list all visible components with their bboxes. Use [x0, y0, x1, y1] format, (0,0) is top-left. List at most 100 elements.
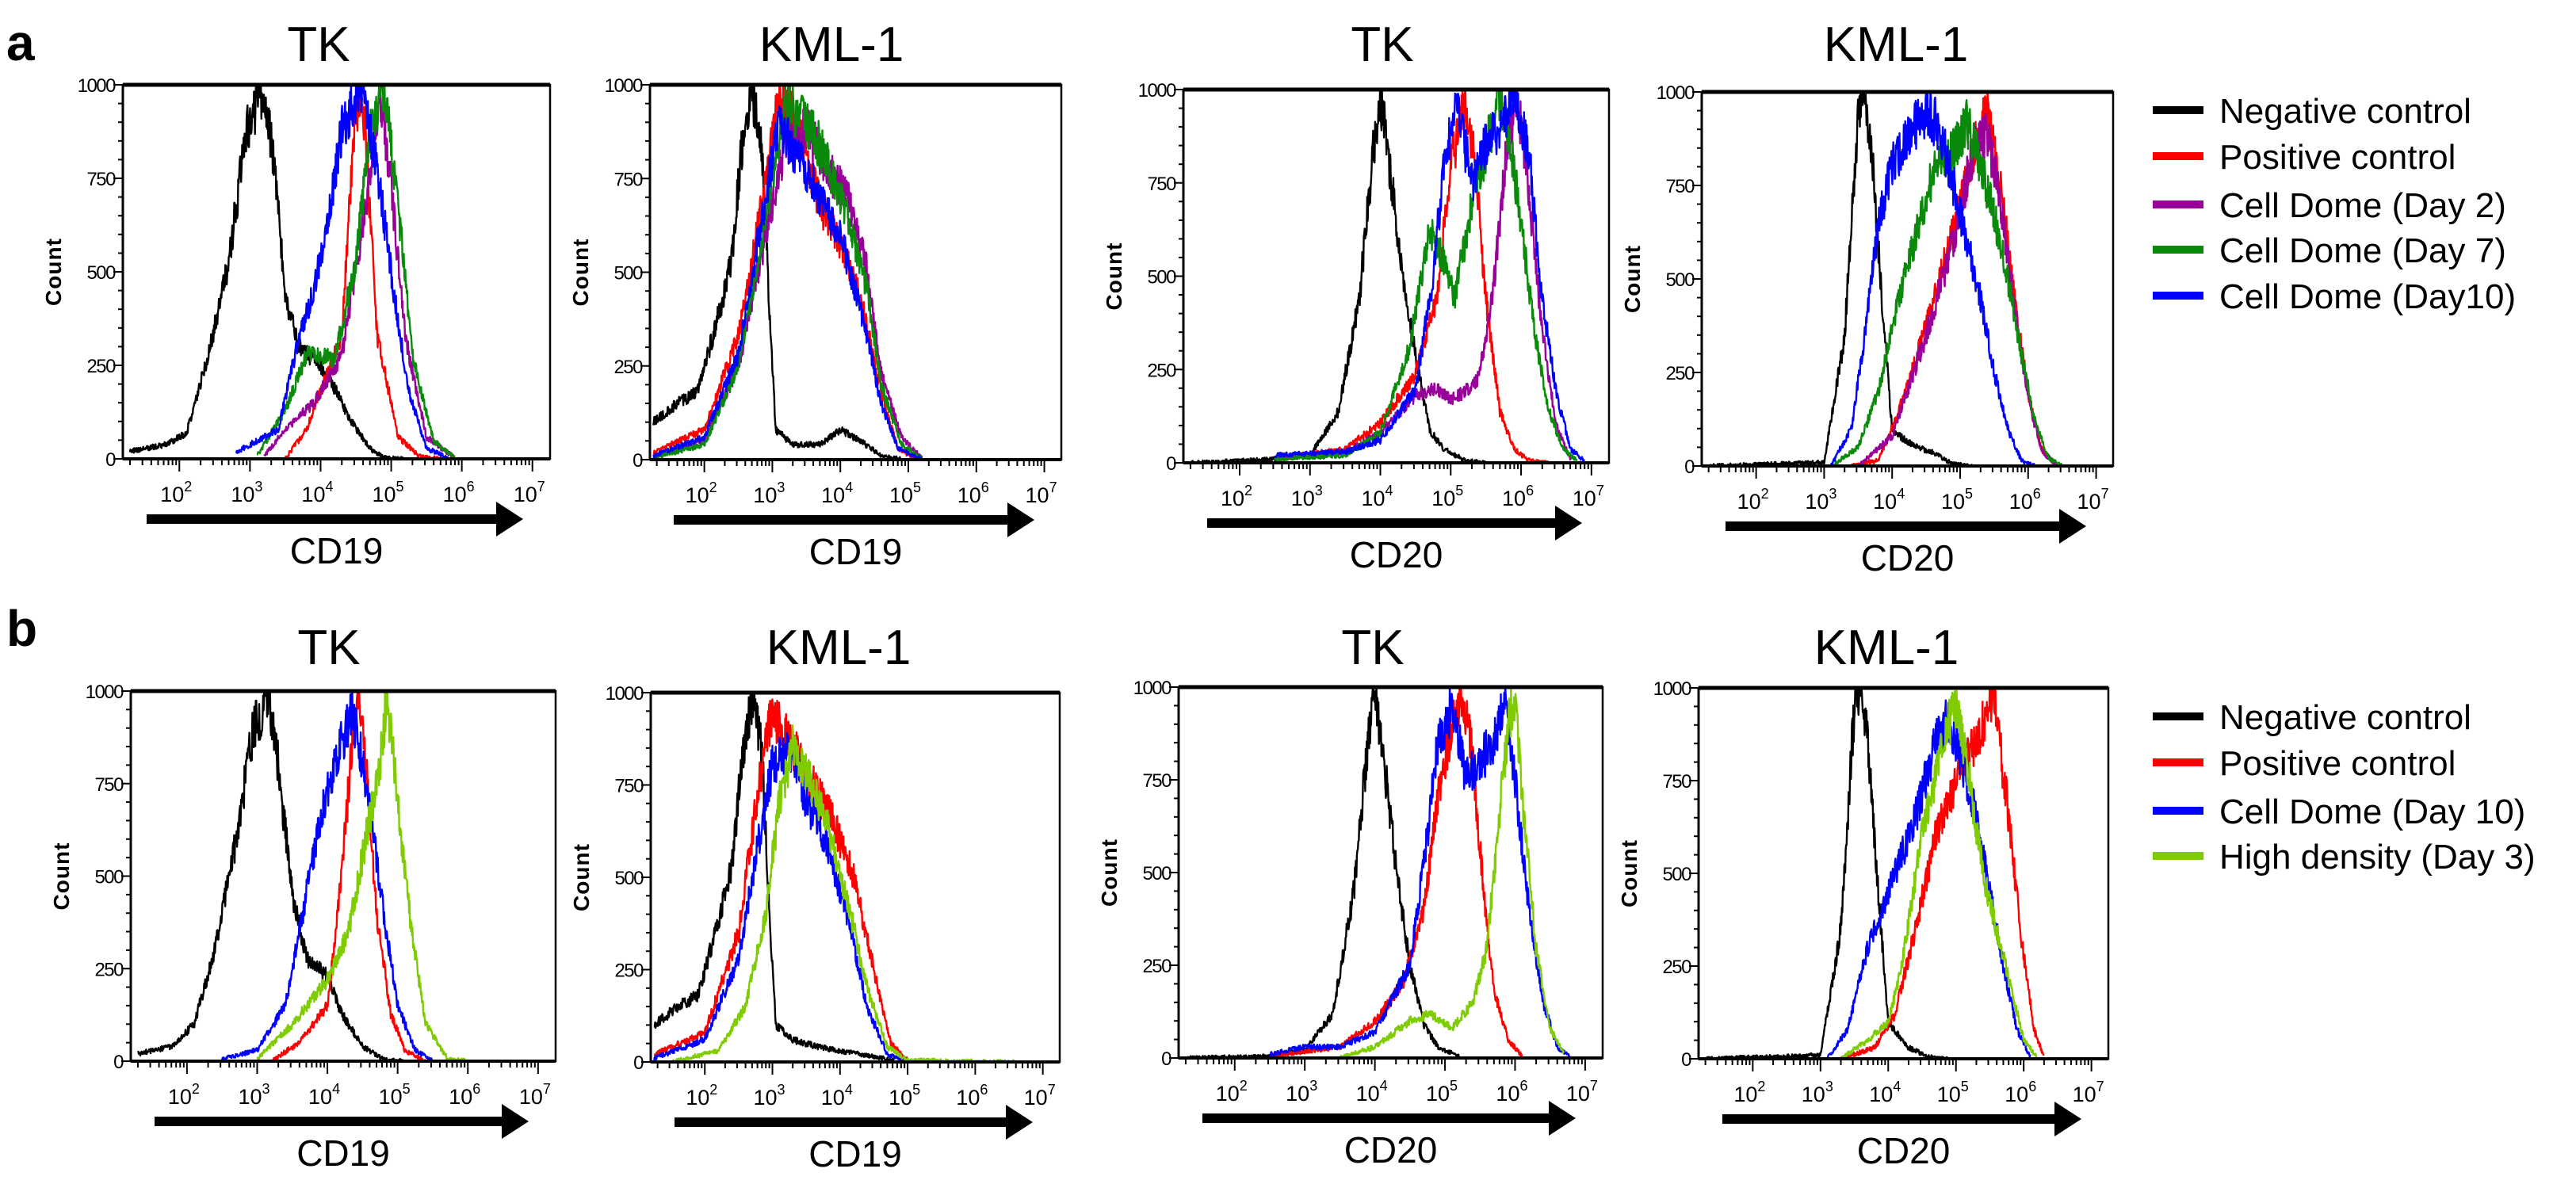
x-axis-label: CD19: [290, 530, 384, 571]
x-tick-label: 104: [821, 1082, 853, 1110]
x-tick-base: 10: [821, 483, 845, 507]
y-axis-label: Count: [49, 842, 74, 911]
x-tick-label: 104: [1873, 486, 1905, 514]
x-tick-exponent: 6: [472, 1081, 480, 1097]
x-axis-label: CD19: [809, 531, 903, 572]
y-tick-label: 1000: [606, 683, 644, 705]
x-tick-base: 10: [821, 1086, 845, 1110]
x-tick-label: 102: [1737, 486, 1769, 514]
legend-label: High density (Day 3): [2219, 838, 2536, 877]
legend-item: Cell Dome (Day 10): [2153, 793, 2525, 831]
x-tick-label: 107: [1566, 1078, 1598, 1106]
x-tick-exponent: 6: [2033, 486, 2041, 502]
y-tick-label: 250: [94, 959, 124, 980]
plot-frame: [648, 83, 1063, 461]
x-tick-base: 10: [168, 1085, 192, 1109]
legend-label: Cell Dome (Day10): [2219, 277, 2516, 316]
x-tick-label: 105: [1426, 1078, 1458, 1106]
plot-title: KML-1: [1814, 621, 1959, 675]
x-tick-base: 10: [1937, 1083, 1961, 1106]
y-axis-label: Count: [1620, 245, 1645, 313]
x-tick-base: 10: [1566, 1082, 1590, 1106]
y-axis-label: Count: [41, 238, 66, 306]
x-tick-base: 10: [231, 483, 254, 506]
x-tick-label: 102: [1216, 1078, 1248, 1106]
x-tick-exponent: 5: [1965, 486, 1973, 502]
x-tick-base: 10: [2009, 490, 2033, 514]
y-tick-label: 250: [1147, 360, 1176, 381]
x-tick-label: 104: [1356, 1078, 1388, 1106]
x-tick-exponent: 5: [1961, 1079, 1969, 1094]
y-tick-label: 750: [614, 776, 644, 797]
x-tick-exponent: 2: [709, 479, 717, 495]
x-tick-label: 107: [2077, 486, 2109, 514]
y-tick-label: 1000: [1653, 678, 1692, 700]
axis-arrow-head-icon: [502, 1104, 529, 1139]
x-axis-label: CD19: [808, 1133, 902, 1174]
x-tick-exponent: 4: [1897, 486, 1905, 502]
x-tick-label: 102: [686, 479, 717, 507]
y-tick-label: 0: [1161, 1048, 1171, 1070]
series-line-cell-dome-day-10: [1268, 686, 1573, 1060]
x-tick-exponent: 7: [543, 1081, 551, 1097]
series-line-negative-control: [1707, 90, 1975, 468]
axis-arrow-head-icon: [496, 502, 523, 537]
x-tick-exponent: 4: [1893, 1079, 1901, 1094]
x-tick-base: 10: [1573, 487, 1596, 510]
x-tick-base: 10: [753, 483, 777, 507]
x-tick-label: 103: [753, 1082, 785, 1110]
plot-title: KML-1: [1824, 17, 1969, 72]
x-tick-label: 103: [1805, 486, 1836, 514]
series-line-cell-dome-day10: [235, 83, 449, 460]
x-tick-base: 10: [1502, 487, 1526, 510]
x-tick-label: 106: [449, 1081, 480, 1109]
x-tick-base: 10: [373, 483, 396, 506]
x-tick-exponent: 5: [396, 479, 404, 495]
series-line-negative-control: [1185, 686, 1460, 1060]
x-tick-exponent: 2: [192, 1081, 200, 1097]
y-tick-label: 0: [1681, 1049, 1691, 1071]
x-tick-label: 105: [379, 1081, 411, 1109]
x-tick-exponent: 5: [912, 1082, 920, 1098]
legend-label: Positive control: [2219, 744, 2456, 783]
series-line-cell-dome-day-10: [221, 689, 434, 1063]
legend-item: Cell Dome (Day 7): [2153, 231, 2506, 270]
x-tick-base: 10: [1216, 1082, 1240, 1106]
x-tick-base: 10: [1286, 1082, 1309, 1106]
x-tick-label: 103: [1802, 1079, 1833, 1106]
x-tick-label: 107: [1026, 479, 1057, 507]
x-axis-label: CD19: [296, 1132, 390, 1174]
x-tick-base: 10: [1026, 483, 1049, 507]
x-tick-base: 10: [753, 1086, 777, 1110]
x-tick-exponent: 5: [1455, 483, 1463, 498]
x-tick-exponent: 7: [1048, 1082, 1056, 1098]
y-tick-label: 500: [614, 868, 644, 889]
series-line-cell-dome-day10: [652, 105, 923, 461]
series-line-cell-dome-day-7: [1274, 88, 1578, 462]
y-tick-label: 500: [86, 262, 116, 284]
y-tick-label: 750: [613, 169, 643, 190]
x-tick-base: 10: [443, 483, 467, 506]
series-line-cell-dome-day-7: [256, 83, 456, 460]
y-tick-label: 500: [1142, 863, 1171, 884]
plot-title: TK: [1351, 17, 1413, 72]
x-tick-base: 10: [1291, 487, 1315, 510]
y-tick-label: 1000: [78, 75, 117, 97]
x-tick-label: 103: [1291, 483, 1323, 510]
x-tick-label: 103: [1286, 1078, 1317, 1106]
x-axis-label: CD20: [1857, 1130, 1951, 1171]
y-axis-label: Count: [1617, 839, 1642, 907]
x-tick-label: 106: [1502, 483, 1534, 510]
y-tick-label: 1000: [1133, 678, 1172, 699]
x-tick-base: 10: [2005, 1083, 2028, 1106]
x-axis-label: CD20: [1350, 534, 1443, 575]
x-tick-base: 10: [686, 1086, 709, 1110]
x-tick-label: 106: [443, 479, 475, 506]
x-tick-exponent: 7: [1049, 479, 1057, 495]
series-line-cell-dome-day10: [1274, 88, 1585, 463]
legend-item: Cell Dome (Day 2): [2153, 186, 2506, 225]
